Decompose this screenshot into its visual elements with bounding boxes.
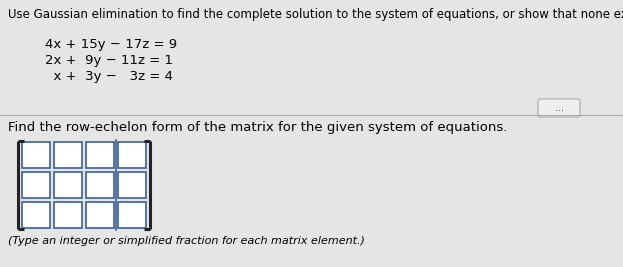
Bar	[86, 142, 114, 168]
Text: Use Gaussian elimination to find the complete solution to the system of equation: Use Gaussian elimination to find the com…	[8, 8, 623, 21]
Bar	[118, 202, 146, 228]
Bar	[54, 202, 82, 228]
Bar	[86, 172, 114, 198]
FancyBboxPatch shape	[538, 99, 580, 117]
Bar	[54, 172, 82, 198]
Bar	[22, 142, 50, 168]
Bar	[118, 142, 146, 168]
Text: x +  3y −   3z = 4: x + 3y − 3z = 4	[45, 70, 173, 83]
Bar	[54, 142, 82, 168]
Text: Find the row-echelon form of the matrix for the given system of equations.: Find the row-echelon form of the matrix …	[8, 121, 507, 134]
Text: (Type an integer or simplified fraction for each matrix element.): (Type an integer or simplified fraction …	[8, 236, 365, 246]
Text: 4x + 15y − 17z = 9: 4x + 15y − 17z = 9	[45, 38, 177, 51]
Bar	[86, 202, 114, 228]
Bar	[22, 172, 50, 198]
Bar	[118, 172, 146, 198]
Bar	[22, 202, 50, 228]
Text: ...: ...	[554, 103, 563, 113]
Text: 2x +  9y − 11z = 1: 2x + 9y − 11z = 1	[45, 54, 173, 67]
